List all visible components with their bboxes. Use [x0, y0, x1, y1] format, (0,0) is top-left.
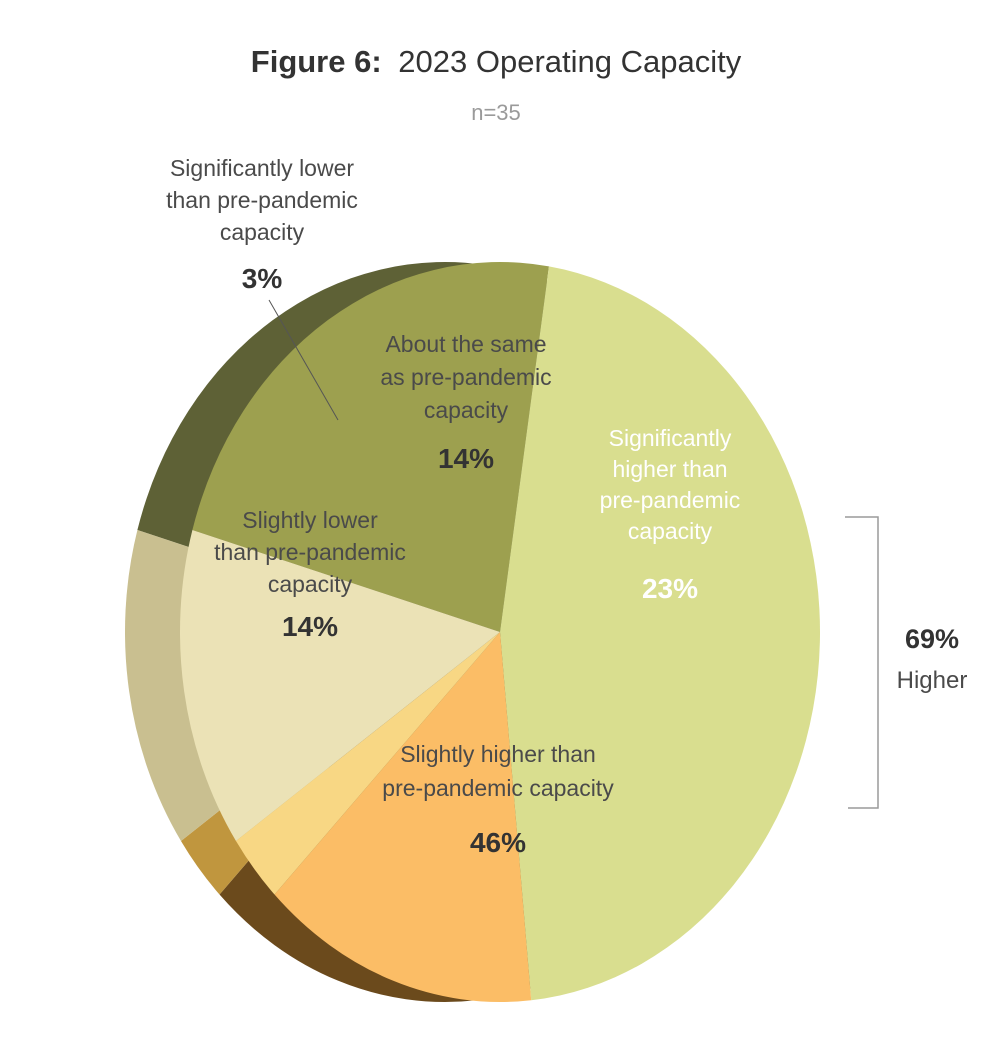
slice-label-line: higher than — [612, 456, 727, 482]
slice-label: Significantly lower than pre-pandemic capa… — [166, 155, 358, 245]
slice-label-line: Significantly — [609, 425, 732, 451]
small-slice-leader-line — [268, 299, 339, 421]
slice-label: Slightly lower than pre-pandemic capacity — [214, 507, 406, 597]
chart-title: Figure 6: 2023 Operating Capacity — [251, 44, 742, 79]
slice-label-line: capacity — [268, 571, 353, 597]
pie-slice — [274, 632, 532, 1002]
pie-slice — [192, 262, 549, 632]
slice-label-line: pre-pandemic — [600, 487, 741, 513]
pie-slice — [235, 632, 500, 895]
pie-slices — [179, 262, 820, 1002]
slice-value-label: 3% — [242, 263, 283, 294]
slice-label-line: Slightly lower — [242, 507, 378, 533]
slice-label: Slightly higher than pre-pandemic capacit… — [382, 741, 614, 801]
slice-label-line: capacity — [220, 219, 305, 245]
bracket-value: 69% — [905, 624, 959, 654]
slice-label-line: About the same — [385, 331, 546, 357]
bracket-label: Higher — [897, 667, 968, 694]
slice-label: Significantly higher than pre-pandemic capa… — [600, 425, 741, 544]
slice-value-label: 46% — [470, 827, 526, 858]
slice-label-line: capacity — [424, 397, 509, 423]
slice-label-line: pre-pandemic capacity — [382, 775, 614, 801]
slice-label-line: than pre-pandemic — [166, 187, 358, 213]
slice-label: About the same as pre-pandemic capacity — [380, 331, 551, 423]
pie-labels: Significantly higher than pre-pandemic capa… — [166, 155, 740, 858]
higher-bracket: 69% Higher — [845, 516, 968, 809]
pie-slice — [179, 530, 500, 842]
slice-label-line: Slightly higher than — [400, 741, 596, 767]
slice-label-line: than pre-pandemic — [214, 539, 406, 565]
chart-title-text: 2023 Operating Capacity — [398, 44, 741, 79]
slice-value-label: 14% — [438, 443, 494, 474]
slice-value-label: 14% — [282, 611, 338, 642]
slice-label-line: capacity — [628, 518, 713, 544]
slice-label-line: as pre-pandemic — [380, 364, 551, 390]
bracket-line — [845, 516, 879, 809]
chart-subtitle: n=35 — [471, 100, 521, 125]
pie-slice — [500, 266, 820, 1001]
slice-label-line: Significantly lower — [170, 155, 354, 181]
slice-value-label: 23% — [642, 573, 698, 604]
chart-title-prefix: Figure 6: — [251, 44, 382, 79]
